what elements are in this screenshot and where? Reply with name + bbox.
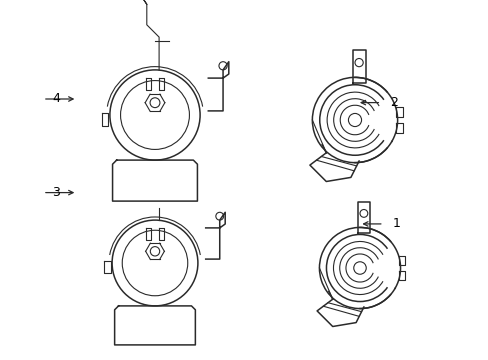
- Text: 2: 2: [389, 96, 397, 109]
- Text: 1: 1: [392, 217, 400, 230]
- Text: 3: 3: [52, 186, 60, 199]
- Text: 4: 4: [52, 93, 60, 105]
